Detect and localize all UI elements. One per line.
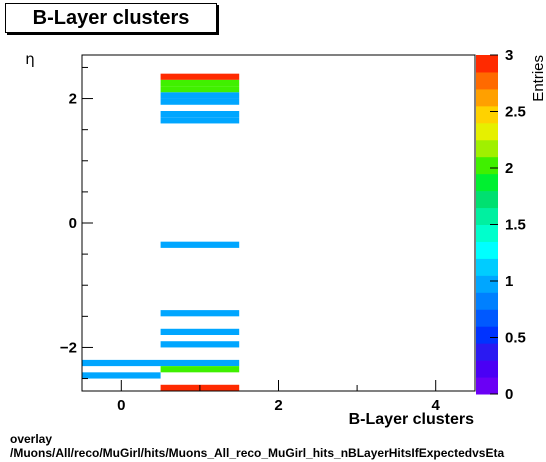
color-scale-band bbox=[476, 377, 498, 395]
color-scale-band bbox=[476, 309, 498, 327]
heatmap-cell bbox=[160, 241, 240, 248]
x-tick-label: 4 bbox=[432, 397, 441, 414]
heatmap-cell bbox=[160, 366, 240, 373]
heatmap-cell bbox=[160, 73, 240, 80]
color-scale-band bbox=[476, 139, 498, 158]
color-scale-bar bbox=[476, 55, 498, 395]
heatmap-cell bbox=[160, 310, 240, 317]
color-scale-tick-label: 3 bbox=[505, 47, 513, 64]
color-scale-band bbox=[476, 292, 498, 310]
color-scale-band bbox=[476, 326, 498, 344]
color-scale-band bbox=[476, 71, 498, 90]
color-scale-band bbox=[476, 258, 498, 276]
heatmap-cell bbox=[82, 359, 240, 367]
color-scale-tick-label: 1 bbox=[505, 273, 513, 290]
x-tick-label: 2 bbox=[274, 397, 282, 414]
footer-overlay-label: overlay bbox=[10, 432, 53, 446]
color-scale-tick-label: 2 bbox=[505, 160, 513, 177]
heatmap-cell bbox=[160, 92, 240, 99]
color-scale-band bbox=[476, 343, 498, 361]
heatmap-cell bbox=[160, 111, 240, 118]
color-scale-band bbox=[476, 105, 498, 124]
heatmap-cell bbox=[160, 86, 240, 93]
color-scale-title: Entries bbox=[530, 55, 546, 102]
y-tick-label: 2 bbox=[69, 91, 77, 108]
x-tick-label: 0 bbox=[117, 397, 125, 414]
color-scale-band bbox=[476, 241, 498, 259]
footer-histogram-path: /Muons/All/reco/MuGirl/hits/Muons_All_re… bbox=[10, 446, 505, 460]
color-scale-tick-label: 1.5 bbox=[505, 217, 526, 234]
color-scale-band bbox=[476, 190, 498, 209]
color-scale-band bbox=[476, 156, 498, 175]
heatmap-cell bbox=[160, 341, 240, 348]
color-scale-band bbox=[476, 88, 498, 107]
title-box: B-Layer clusters bbox=[5, 3, 217, 33]
color-scale-band bbox=[476, 173, 498, 192]
page-title: B-Layer clusters bbox=[32, 7, 190, 29]
heatmap-cell bbox=[160, 328, 240, 335]
heatmap-cell bbox=[160, 117, 240, 124]
color-scale-band bbox=[476, 55, 498, 73]
axis-ticks bbox=[82, 66, 437, 391]
heatmap-cells bbox=[82, 73, 240, 391]
y-tick-label: −2 bbox=[60, 339, 77, 356]
color-scale-band bbox=[476, 360, 498, 378]
color-scale-tick-label: 2.5 bbox=[505, 104, 526, 121]
color-scale-labels: 0 0.5 1 1.5 2 2.5 3 bbox=[490, 47, 526, 403]
y-tick-label: 0 bbox=[69, 215, 77, 232]
heatmap-cell bbox=[160, 98, 240, 105]
plot-frame bbox=[81, 54, 476, 392]
heatmap-cell bbox=[82, 372, 161, 379]
y-axis-title: η bbox=[25, 50, 35, 68]
color-scale-tick-label: 0 bbox=[505, 386, 513, 403]
color-scale-band bbox=[476, 275, 498, 293]
color-scale-band bbox=[476, 207, 498, 225]
color-scale-band bbox=[476, 122, 498, 141]
x-axis-title: B-Layer clusters bbox=[349, 411, 474, 428]
heatmap-cell bbox=[160, 79, 240, 87]
color-scale-tick-label: 0.5 bbox=[505, 330, 526, 347]
axis-tick-labels: 0 2 4 −2 0 2 bbox=[60, 91, 441, 414]
color-scale-band bbox=[476, 224, 498, 242]
